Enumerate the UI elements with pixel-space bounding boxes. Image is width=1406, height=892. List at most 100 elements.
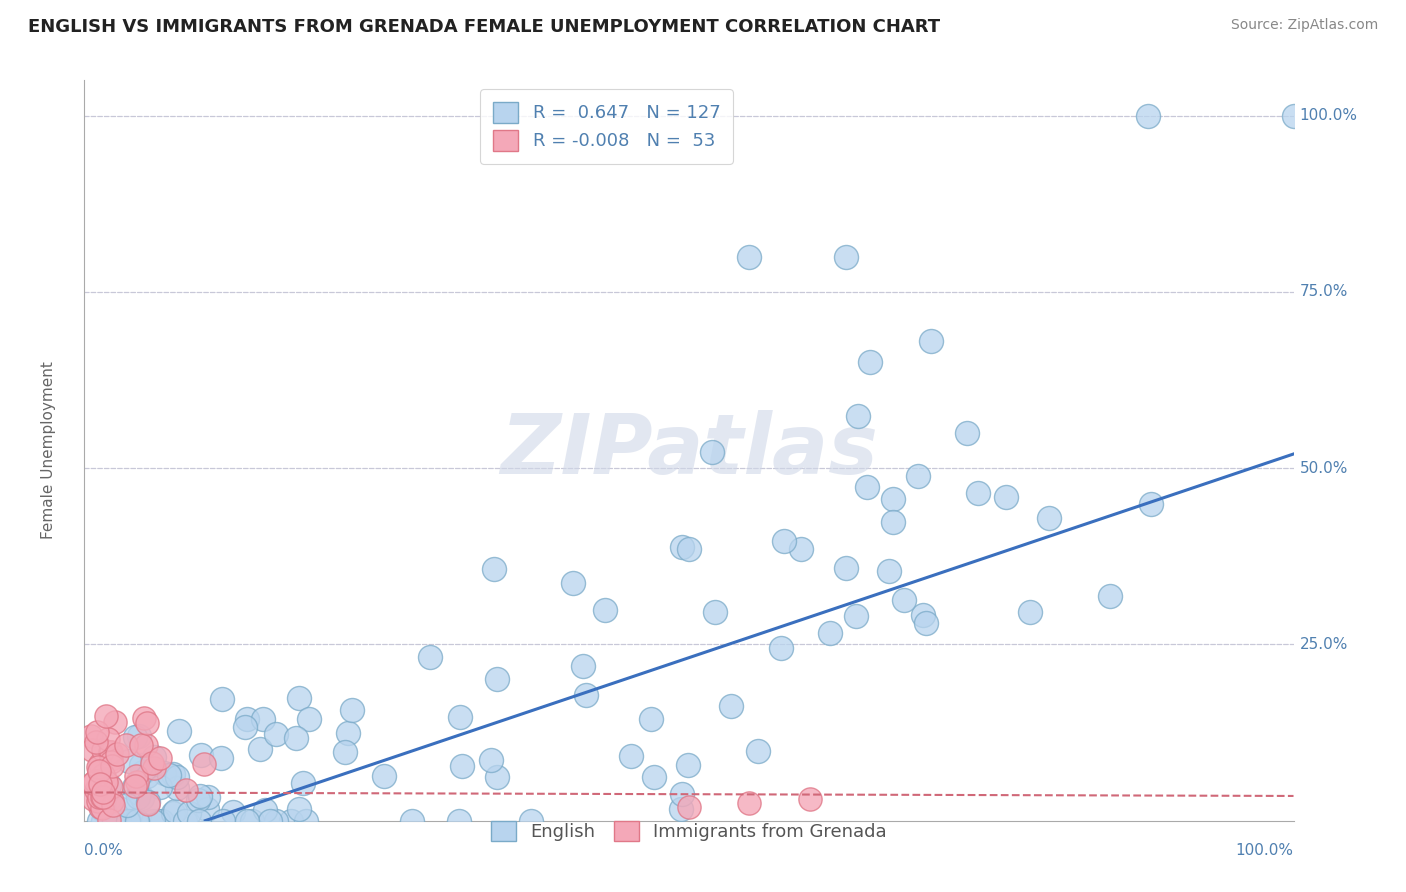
Point (91, 768, 114, 782)
Point (211, 692, 233, 706)
Point (96, 774, 118, 789)
Point (882, 491, 904, 506)
Point (129, 739, 152, 753)
Point (907, 469, 929, 483)
Point (519, 814, 541, 828)
Point (835, 561, 858, 575)
Text: 0.0%: 0.0% (84, 843, 124, 858)
Point (157, 768, 180, 782)
Text: 100.0%: 100.0% (1299, 108, 1358, 123)
Point (401, 814, 423, 828)
Point (769, 640, 792, 655)
Point (292, 776, 315, 790)
Point (98, 745, 121, 759)
Point (141, 756, 163, 771)
Point (101, 793, 124, 807)
Point (482, 562, 505, 576)
Text: 75.0%: 75.0% (1299, 285, 1348, 300)
Point (174, 782, 197, 797)
Point (678, 541, 700, 556)
Point (118, 814, 141, 828)
Point (101, 798, 124, 813)
Point (103, 814, 125, 828)
Point (575, 688, 598, 702)
Point (877, 564, 900, 578)
Point (704, 605, 727, 619)
Point (132, 765, 155, 780)
Point (295, 814, 318, 828)
Text: ENGLISH VS IMMIGRANTS FROM GRENADA FEMALE UNEMPLOYMENT CORRELATION CHART: ENGLISH VS IMMIGRANTS FROM GRENADA FEMAL… (28, 18, 941, 36)
Point (966, 486, 988, 500)
Point (87, 760, 110, 774)
Point (82, 792, 104, 806)
Point (86, 794, 108, 808)
Point (449, 814, 471, 828)
Point (136, 797, 159, 811)
Point (124, 780, 146, 794)
Point (915, 616, 938, 631)
Point (882, 515, 904, 529)
Point (96, 709, 118, 723)
Point (738, 250, 761, 264)
Point (101, 759, 124, 773)
Point (1282, 109, 1305, 123)
Point (127, 775, 149, 789)
Text: 100.0%: 100.0% (1236, 843, 1294, 858)
Point (90, 790, 112, 805)
Point (209, 751, 232, 765)
Point (117, 814, 139, 828)
Point (134, 711, 156, 725)
Point (128, 729, 150, 743)
Point (249, 741, 271, 756)
Point (135, 739, 157, 753)
Point (79, 729, 101, 743)
Point (89, 790, 111, 805)
Text: Female Unemployment: Female Unemployment (41, 361, 56, 540)
Point (97, 731, 120, 746)
Point (100, 755, 122, 769)
Point (110, 802, 132, 816)
Point (142, 749, 165, 764)
Point (153, 766, 176, 780)
Point (91, 794, 114, 808)
Point (122, 780, 145, 794)
Point (128, 786, 150, 800)
Point (956, 425, 979, 440)
Point (86, 724, 108, 739)
Point (449, 710, 471, 724)
Point (100, 745, 122, 759)
Point (643, 770, 665, 784)
Point (84, 735, 107, 749)
Point (835, 250, 858, 264)
Point (91, 801, 114, 815)
Point (93, 743, 115, 757)
Point (179, 805, 201, 820)
Point (818, 626, 841, 640)
Point (285, 731, 308, 746)
Point (166, 780, 188, 795)
Point (91, 802, 114, 816)
Point (190, 789, 212, 803)
Point (195, 802, 218, 816)
Point (97, 778, 120, 792)
Point (571, 659, 593, 673)
Point (340, 703, 363, 717)
Point (136, 715, 159, 730)
Point (700, 444, 723, 458)
Point (287, 802, 309, 816)
Point (845, 608, 868, 623)
Point (337, 725, 360, 739)
Point (799, 792, 821, 806)
Point (1140, 498, 1163, 512)
Point (233, 720, 256, 734)
Point (671, 540, 693, 554)
Point (335, 745, 357, 759)
Point (125, 814, 148, 828)
Point (136, 769, 159, 783)
Point (912, 608, 935, 623)
Point (104, 807, 127, 822)
Point (124, 730, 146, 744)
Point (82, 775, 104, 789)
Point (174, 814, 197, 828)
Point (84, 773, 107, 788)
